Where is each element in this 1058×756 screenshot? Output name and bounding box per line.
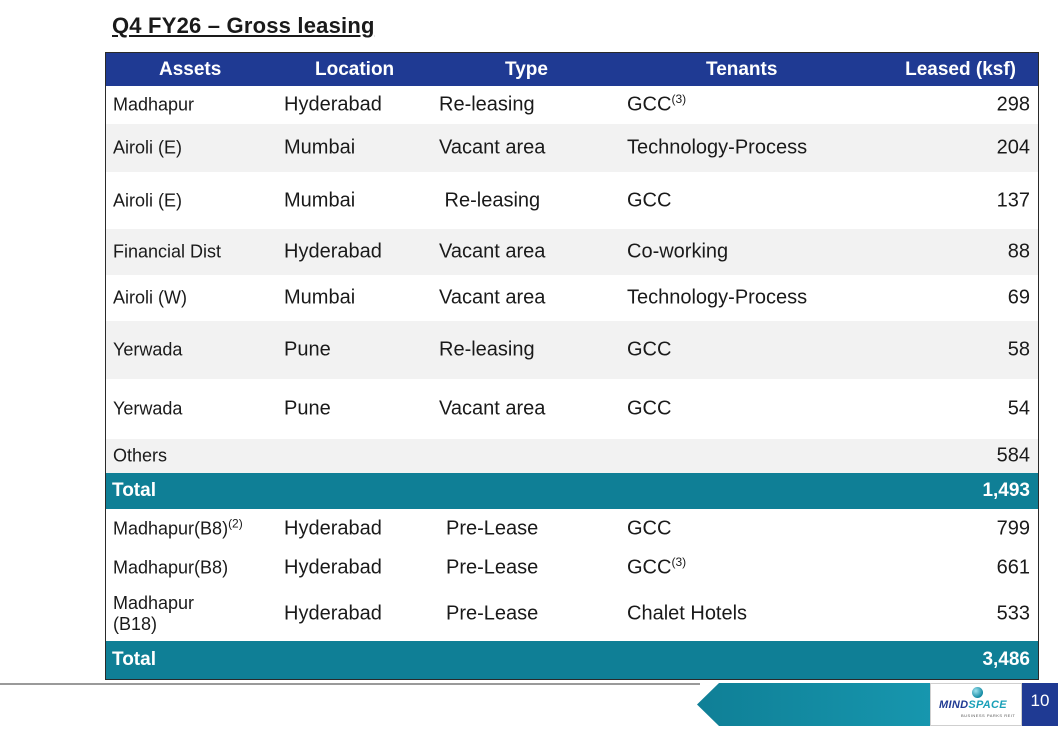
cell-tenant: GCC(3)	[627, 554, 687, 579]
cell-location: Mumbai	[284, 136, 356, 159]
header-type: Type	[505, 58, 548, 80]
cell-location: Pune	[284, 338, 331, 361]
table-row: Airoli (E) Mumbai Vacant area Technology…	[106, 124, 1038, 172]
cell-location: Hyderabad	[284, 240, 382, 263]
footer-divider	[0, 683, 700, 685]
cell-tenant: GCC	[627, 189, 672, 211]
footnote-marker: (2)	[228, 516, 243, 531]
table-row: Yerwada Pune Re-leasing GCC 58	[106, 321, 1038, 379]
cell-leased: 533	[996, 602, 1030, 625]
footnote-marker: (3)	[671, 554, 687, 569]
cell-type: Pre-Lease	[446, 602, 539, 625]
cell-leased: 204	[996, 136, 1030, 159]
header-tenants: Tenants	[706, 58, 778, 80]
cell-tenant: Chalet Hotels	[627, 602, 748, 625]
cell-type: Pre-Lease	[446, 517, 539, 540]
cell-type: Vacant area	[439, 136, 546, 159]
cell-type: Pre-Lease	[446, 556, 539, 579]
cell-leased: 54	[1007, 397, 1030, 420]
cell-leased: 88	[1007, 240, 1030, 263]
cell-asset: Airoli (E)	[113, 190, 183, 210]
table-row: Madhapur(B8)(2) Hyderabad Pre-Lease GCC …	[106, 509, 1038, 549]
cell-asset: Madhapur(B8)(2)	[113, 516, 243, 539]
cell-tenant: Co-working	[627, 240, 729, 263]
header-leased: Leased (ksf)	[905, 58, 1016, 80]
table-row: Airoli (E) Mumbai Re-leasing GCC 137	[106, 172, 1038, 229]
cell-location: Mumbai	[284, 189, 356, 211]
table-row: Madhapur Hyderabad Re-leasing GCC(3) 298	[106, 86, 1038, 124]
cell-asset: Madhapur(B8)	[113, 557, 229, 578]
cell-asset: Yerwada	[113, 398, 183, 419]
page-number: 10	[1022, 683, 1058, 726]
table-row: Financial Dist Hyderabad Vacant area Co-…	[106, 229, 1038, 275]
cell-asset: Airoli (E)	[113, 137, 183, 158]
cell-asset: Yerwada	[113, 339, 183, 360]
cell-asset: Financial Dist	[113, 241, 222, 262]
total-row: Total 1,493	[106, 473, 1038, 509]
cell-type: Vacant area	[439, 240, 546, 263]
logo-wordmark: MINDSPACE	[939, 699, 1007, 711]
cell-leased: 69	[1007, 286, 1030, 309]
gross-leasing-table: Assets Location Type Tenants Leased (ksf…	[105, 52, 1039, 680]
table-row: Others 584	[106, 439, 1038, 473]
cell-tenant: Technology-Process	[627, 286, 808, 309]
cell-leased: 584	[996, 444, 1030, 467]
header-assets: Assets	[159, 58, 222, 80]
cell-location: Hyderabad	[284, 602, 382, 625]
cell-location: Hyderabad	[284, 93, 382, 116]
total-label: Total	[112, 480, 156, 501]
cell-tenant: GCC	[627, 517, 672, 540]
table-row: Yerwada Pune Vacant area GCC 54	[106, 379, 1038, 439]
cell-location: Mumbai	[284, 286, 356, 309]
header-location: Location	[315, 58, 395, 80]
cell-asset: Others	[113, 445, 168, 466]
table-header-row: Assets Location Type Tenants Leased (ksf…	[106, 53, 1038, 86]
slide-title: Q4 FY26 – Gross leasing	[112, 13, 375, 38]
table-row: Madhapur(B8) Hyderabad Pre-Lease GCC(3) …	[106, 549, 1038, 587]
table-row: Madhapur (B18) Hyderabad Pre-Lease Chale…	[106, 587, 1038, 641]
cell-leased: 799	[996, 517, 1030, 540]
cell-tenant: GCC(3)	[627, 91, 687, 116]
total-value: 1,493	[982, 480, 1030, 501]
cell-asset: Madhapur	[113, 94, 195, 115]
cell-tenant: GCC	[627, 397, 672, 420]
cell-type: Vacant area	[439, 397, 546, 420]
cell-leased: 137	[996, 189, 1030, 211]
total-label: Total	[112, 649, 156, 670]
table-row: Airoli (W) Mumbai Vacant area Technology…	[106, 275, 1038, 321]
footnote-marker: (3)	[671, 91, 687, 106]
cell-location: Hyderabad	[284, 556, 382, 579]
cell-tenant: Technology-Process	[627, 136, 808, 159]
cell-leased: 298	[996, 93, 1030, 116]
cell-asset: Madhapur (B18)	[113, 593, 195, 634]
cell-type: Vacant area	[439, 286, 546, 309]
logo-globe-icon	[972, 687, 983, 698]
logo-subtitle: BUSINESS PARKS REIT	[961, 713, 1016, 718]
total-row: Total 3,486	[106, 641, 1038, 679]
cell-asset: Airoli (W)	[113, 287, 187, 308]
cell-tenant: GCC	[627, 338, 672, 361]
cell-leased: 661	[996, 556, 1030, 579]
cell-type: Re-leasing	[439, 93, 535, 116]
mindspace-logo: MINDSPACE BUSINESS PARKS REIT	[930, 683, 1022, 726]
cell-leased: 58	[1007, 338, 1030, 361]
cell-location: Hyderabad	[284, 517, 382, 540]
cell-location: Pune	[284, 397, 331, 420]
total-value: 3,486	[982, 649, 1030, 670]
cell-type: Re-leasing	[439, 338, 535, 361]
cell-type: Re-leasing	[439, 189, 541, 211]
